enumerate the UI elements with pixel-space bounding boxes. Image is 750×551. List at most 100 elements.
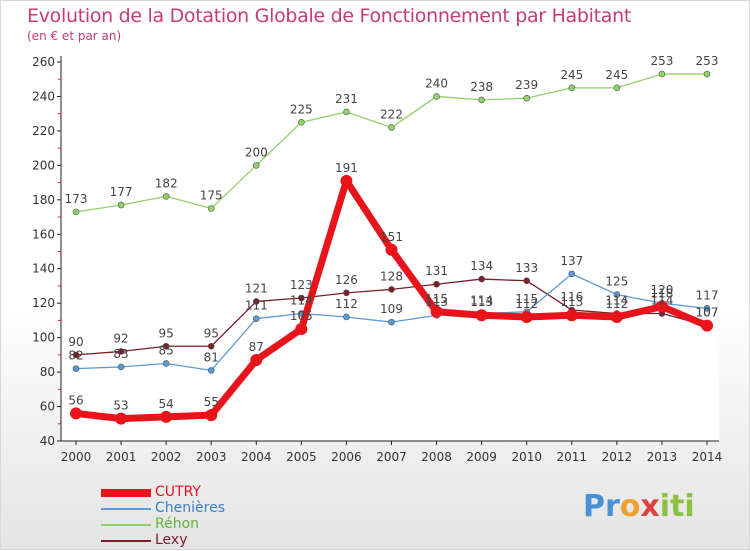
- data-label: 113: [425, 295, 448, 309]
- legend-item: Réhon: [101, 516, 301, 533]
- legend: CUTRY Chenières Réhon Lexy: [101, 484, 301, 549]
- x-tick-label: 2002: [151, 450, 182, 464]
- data-label: 112: [515, 297, 538, 311]
- data-label: 253: [696, 54, 719, 68]
- data-point: [162, 193, 170, 200]
- data-label: 81: [204, 350, 219, 364]
- data-point: [117, 348, 125, 355]
- data-label: 126: [335, 273, 358, 287]
- data-point: [703, 70, 711, 78]
- data-label: 115: [515, 292, 538, 306]
- data-point: [520, 310, 533, 323]
- legend-label: Chenières: [155, 500, 225, 516]
- data-point: [433, 93, 440, 100]
- y-tick-label: 140: [32, 262, 55, 276]
- data-label: 151: [380, 230, 403, 244]
- y-tick-label: 120: [32, 296, 55, 310]
- legend-label: Réhon: [155, 516, 200, 532]
- data-label: 121: [245, 281, 268, 295]
- data-point: [295, 323, 308, 336]
- y-tick-label: 200: [32, 158, 55, 172]
- data-point: [475, 309, 488, 322]
- data-point: [298, 118, 305, 126]
- data-point: [252, 298, 260, 305]
- data-point: [388, 286, 395, 293]
- legend-swatch: [101, 524, 151, 526]
- data-label: 175: [200, 188, 223, 202]
- data-label: 134: [470, 259, 493, 273]
- data-point: [430, 305, 443, 318]
- data-point: [115, 412, 128, 425]
- data-point: [340, 174, 353, 187]
- x-tick-label: 2010: [511, 450, 542, 464]
- data-point: [343, 108, 350, 116]
- data-label: 56: [68, 393, 83, 407]
- data-label: 113: [470, 295, 493, 309]
- data-point: [388, 318, 395, 326]
- data-point: [70, 407, 82, 420]
- data-point: [568, 84, 576, 92]
- data-label: 113: [560, 295, 583, 309]
- data-label: 191: [335, 161, 358, 175]
- legend-label: Lexy: [155, 532, 188, 548]
- data-point: [160, 410, 173, 423]
- data-point: [207, 367, 215, 374]
- data-point: [298, 294, 305, 302]
- data-label: 182: [155, 176, 178, 190]
- data-label: 123: [290, 278, 313, 292]
- data-label: 177: [110, 185, 133, 199]
- data-label: 53: [113, 399, 128, 413]
- data-label: 107: [696, 306, 719, 320]
- data-label: 114: [605, 294, 628, 308]
- data-label: 225: [290, 102, 313, 116]
- data-label: 107: [696, 306, 719, 320]
- legend-item: Lexy: [101, 532, 301, 549]
- data-label: 116: [560, 290, 583, 304]
- data-label: 253: [650, 54, 673, 68]
- data-label: 240: [425, 76, 448, 90]
- y-tick-label: 100: [32, 331, 55, 345]
- data-point: [565, 309, 578, 322]
- y-tick-label: 80: [40, 365, 55, 379]
- data-point: [478, 275, 485, 283]
- data-label: 222: [380, 107, 403, 121]
- data-label: 95: [204, 326, 219, 340]
- legend-label: CUTRY: [155, 484, 201, 500]
- x-tick-label: 2011: [557, 450, 588, 464]
- data-label: 95: [159, 326, 174, 340]
- data-label: 118: [650, 287, 673, 301]
- data-label: 137: [560, 254, 583, 268]
- data-label: 245: [560, 68, 583, 82]
- data-point: [385, 243, 398, 256]
- y-tick-label: 60: [40, 400, 55, 414]
- data-point: [343, 289, 350, 297]
- data-label: 245: [605, 68, 628, 82]
- data-label: 238: [470, 80, 493, 94]
- data-label: 128: [380, 269, 403, 283]
- data-label: 114: [290, 294, 313, 308]
- x-tick-label: 2014: [692, 450, 723, 464]
- x-tick-label: 2012: [602, 450, 633, 464]
- data-point: [162, 360, 170, 367]
- data-point: [207, 205, 215, 212]
- legend-swatch: [101, 540, 151, 542]
- data-label: 133: [515, 261, 538, 275]
- data-point: [250, 354, 263, 367]
- data-label: 90: [68, 335, 83, 349]
- legend-swatch: [101, 489, 151, 497]
- data-point: [117, 201, 125, 209]
- data-label: 200: [245, 145, 268, 159]
- chart-title: Evolution de la Dotation Globale de Fonc…: [27, 5, 632, 27]
- data-point: [523, 277, 531, 285]
- x-tick-label: 2009: [466, 450, 497, 464]
- data-label: 231: [335, 92, 358, 106]
- data-point: [433, 280, 440, 288]
- y-tick-label: 240: [32, 89, 55, 103]
- y-tick-label: 40: [40, 434, 55, 448]
- x-tick-label: 2005: [286, 450, 317, 464]
- x-tick-label: 2013: [647, 450, 678, 464]
- data-point: [72, 351, 80, 359]
- data-point: [701, 319, 713, 332]
